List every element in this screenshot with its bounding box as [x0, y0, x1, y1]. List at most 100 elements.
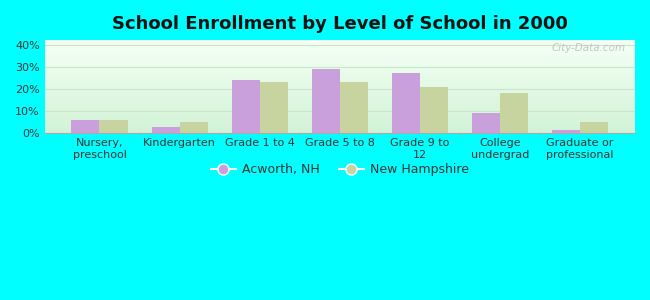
Bar	[45, 70, 635, 71]
Bar	[45, 99, 635, 100]
Bar	[45, 83, 635, 84]
Bar	[45, 126, 635, 127]
Bar	[45, 125, 635, 126]
Bar	[45, 79, 635, 80]
Bar	[45, 119, 635, 120]
Bar	[45, 130, 635, 131]
Bar	[45, 121, 635, 122]
Bar	[99, 119, 127, 133]
Bar	[45, 59, 635, 60]
Bar	[151, 127, 179, 133]
Bar	[45, 87, 635, 88]
Bar	[45, 114, 635, 115]
Bar	[45, 65, 635, 66]
Bar	[45, 67, 635, 68]
Bar	[260, 82, 288, 133]
Bar	[45, 115, 635, 116]
Bar	[179, 122, 207, 133]
Bar	[45, 106, 635, 107]
Bar	[45, 128, 635, 129]
Bar	[45, 54, 635, 55]
Bar	[45, 102, 635, 103]
Bar	[45, 46, 635, 47]
Bar	[45, 95, 635, 96]
Bar	[45, 94, 635, 95]
Bar	[45, 91, 635, 92]
Bar	[45, 122, 635, 123]
Bar	[45, 110, 635, 111]
Bar	[45, 132, 635, 133]
Bar	[45, 105, 635, 106]
Bar	[45, 61, 635, 62]
Bar	[420, 87, 448, 133]
Bar	[580, 122, 608, 133]
Bar	[45, 78, 635, 79]
Bar	[45, 40, 635, 41]
Bar	[45, 66, 635, 67]
Bar	[45, 112, 635, 113]
Bar	[45, 84, 635, 85]
Bar	[45, 72, 635, 73]
Text: City-Data.com: City-Data.com	[552, 43, 626, 53]
Bar	[45, 116, 635, 117]
Bar	[45, 127, 635, 128]
Bar	[45, 69, 635, 70]
Bar	[45, 88, 635, 89]
Bar	[45, 118, 635, 119]
Bar	[45, 100, 635, 101]
Bar	[45, 42, 635, 43]
Bar	[45, 63, 635, 64]
Bar	[45, 92, 635, 93]
Bar	[45, 120, 635, 121]
Legend: Acworth, NH, New Hampshire: Acworth, NH, New Hampshire	[206, 158, 474, 181]
Bar	[45, 81, 635, 82]
Bar	[500, 93, 528, 133]
Bar	[45, 64, 635, 65]
Bar	[45, 107, 635, 108]
Bar	[45, 104, 635, 105]
Bar	[45, 113, 635, 114]
Bar	[45, 101, 635, 102]
Bar	[45, 60, 635, 61]
Bar	[45, 86, 635, 87]
Bar	[45, 62, 635, 63]
Title: School Enrollment by Level of School in 2000: School Enrollment by Level of School in …	[112, 15, 567, 33]
Bar	[45, 89, 635, 90]
Bar	[45, 57, 635, 58]
Bar	[45, 58, 635, 59]
Bar	[45, 52, 635, 53]
Bar	[45, 82, 635, 83]
Bar	[45, 98, 635, 99]
Bar	[72, 120, 99, 133]
Bar	[45, 131, 635, 132]
Bar	[45, 111, 635, 112]
Bar	[45, 53, 635, 54]
Bar	[45, 51, 635, 52]
Bar	[45, 124, 635, 125]
Bar	[45, 76, 635, 77]
Bar	[45, 71, 635, 72]
Bar	[45, 108, 635, 109]
Bar	[45, 48, 635, 49]
Bar	[45, 56, 635, 57]
Bar	[45, 96, 635, 97]
Bar	[45, 43, 635, 44]
Bar	[45, 50, 635, 51]
Bar	[45, 49, 635, 50]
Bar	[340, 82, 368, 133]
Bar	[45, 90, 635, 91]
Bar	[45, 85, 635, 86]
Bar	[392, 74, 420, 133]
Bar	[45, 68, 635, 69]
Bar	[45, 74, 635, 75]
Bar	[312, 69, 340, 133]
Bar	[45, 97, 635, 98]
Bar	[45, 123, 635, 124]
Bar	[45, 80, 635, 81]
Bar	[45, 45, 635, 46]
Bar	[45, 129, 635, 130]
Bar	[45, 41, 635, 42]
Bar	[552, 130, 580, 133]
Bar	[45, 44, 635, 45]
Bar	[45, 75, 635, 76]
